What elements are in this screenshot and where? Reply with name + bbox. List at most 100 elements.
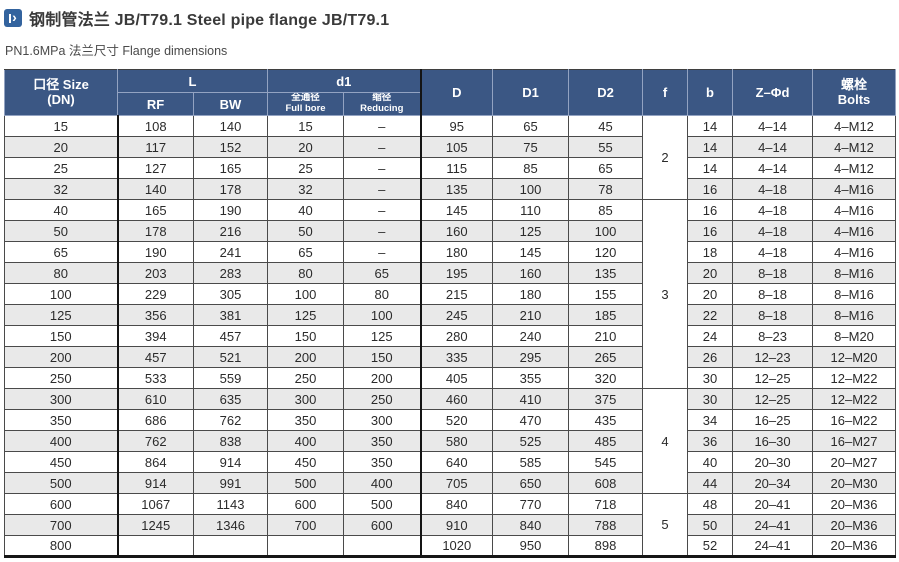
cell-D1: 100	[492, 178, 570, 200]
cell-f-group-5: 5	[642, 493, 689, 557]
cell-b: 34	[687, 409, 734, 431]
cell-b: 40	[687, 451, 734, 473]
cell-dn: 40	[4, 199, 118, 221]
cell-b: 36	[687, 430, 734, 452]
cell-f-group-3: 3	[642, 199, 689, 389]
cell-b: 18	[687, 241, 734, 263]
cell-reducing: 300	[343, 409, 422, 431]
cell-D1: 470	[492, 409, 570, 431]
cell-D2: 45	[568, 115, 644, 137]
chevron-right-icon: ›	[4, 9, 22, 27]
cell-bolts: 8–M20	[812, 325, 897, 347]
cell-full-bore: 20	[267, 136, 345, 158]
col-header-bolts: 螺栓 Bolts	[812, 69, 897, 116]
cell-bolts: 20–M36	[812, 493, 897, 515]
cell-b: 52	[687, 535, 734, 557]
cell-full-bore: 150	[267, 325, 345, 347]
cell-bw: 762	[192, 409, 269, 431]
col-header-d1: d1	[267, 69, 422, 93]
cell-D1: 525	[492, 430, 570, 452]
cell-full-bore: 25	[267, 157, 345, 179]
cell-bw: 152	[192, 136, 269, 158]
cell-reducing: 100	[343, 304, 422, 326]
cell-bw: 241	[192, 241, 269, 263]
cell-D2: 608	[568, 472, 644, 494]
cell-reducing: 65	[343, 262, 422, 284]
cell-bolts: 20–M36	[812, 535, 897, 557]
cell-z-phi-d: 8–18	[732, 283, 814, 305]
table-row: 50 178 216 50–160 125 100 16 4–18 4–M16	[4, 220, 897, 242]
cell-b: 30	[687, 367, 734, 389]
table-body: 15 108 140 15–95 65 45 2 14 4–14 4–M12 20 117 152 20–…	[4, 115, 897, 557]
cell-D1: 145	[492, 241, 570, 263]
cell-full-bore: 65	[267, 241, 345, 263]
cell-D2: 78	[568, 178, 644, 200]
cell-dn: 450	[4, 451, 118, 473]
cell-z-phi-d: 8–18	[732, 262, 814, 284]
cell-D: 180	[419, 241, 494, 263]
flange-dimensions-table: 口径 Size (DN) L d1 D D1 D2 f b Z–Φd 螺栓 Bo…	[4, 69, 897, 558]
cell-z-phi-d: 4–18	[732, 220, 814, 242]
cell-reducing: 80	[343, 283, 422, 305]
cell-D1: 650	[492, 472, 570, 494]
cell-full-bore	[267, 535, 345, 557]
cell-full-bore: 300	[267, 388, 345, 410]
cell-D2: 55	[568, 136, 644, 158]
table-row: 200 457 521 200 150 335 295 265 26 12–23 12–M20	[4, 346, 897, 368]
cell-reducing: –	[343, 220, 422, 242]
cell-D: 95	[419, 115, 494, 137]
cell-bolts: 4–M12	[812, 115, 897, 137]
cell-b: 26	[687, 346, 734, 368]
cell-D2: 100	[568, 220, 644, 242]
cell-D1: 410	[492, 388, 570, 410]
cell-rf: 394	[116, 325, 194, 347]
cell-bolts: 20–M36	[812, 514, 897, 536]
cell-rf: 686	[116, 409, 194, 431]
cell-bolts: 4–M16	[812, 178, 897, 200]
cell-bw: 457	[192, 325, 269, 347]
cell-D1: 180	[492, 283, 570, 305]
cell-dn: 50	[4, 220, 118, 242]
cell-D1: 585	[492, 451, 570, 473]
cell-rf: 762	[116, 430, 194, 452]
cell-bolts: 20–M30	[812, 472, 897, 494]
cell-bw: 165	[192, 157, 269, 179]
cell-bolts: 4–M12	[812, 136, 897, 158]
cell-D2: 65	[568, 157, 644, 179]
cell-D2: 718	[568, 493, 644, 515]
table-row: 700 1245 1346 700 600 910 840 788 50 24–41 20–M36	[4, 514, 897, 536]
cell-full-bore: 250	[267, 367, 345, 389]
cell-z-phi-d: 8–23	[732, 325, 814, 347]
cell-reducing: –	[343, 199, 422, 221]
table-row: 250 533 559 250 200 405 355 320 30 12–25 12–M22	[4, 367, 897, 389]
cell-bw	[192, 535, 269, 557]
cell-dn: 800	[4, 535, 118, 557]
cell-bolts: 12–M22	[812, 367, 897, 389]
cell-full-bore: 125	[267, 304, 345, 326]
table-row: 400 762 838 400 350 580 525 485 36 16–30 16–M27	[4, 430, 897, 452]
cell-bw: 559	[192, 367, 269, 389]
cell-dn: 300	[4, 388, 118, 410]
cell-bolts: 8–M16	[812, 283, 897, 305]
cell-rf: 610	[116, 388, 194, 410]
cell-rf: 1067	[116, 493, 194, 515]
cell-reducing: –	[343, 157, 422, 179]
cell-f-group-2: 2	[642, 115, 689, 200]
table-row: 125 356 381 125 100 245 210 185 22 8–18 8–M16	[4, 304, 897, 326]
cell-reducing	[343, 535, 422, 557]
cell-full-bore: 350	[267, 409, 345, 431]
cell-full-bore: 80	[267, 262, 345, 284]
cell-rf: 165	[116, 199, 194, 221]
cell-D: 335	[419, 346, 494, 368]
table-row: 40 165 190 40–145 110 85 3 16 4–18 4–M16	[4, 199, 897, 389]
cell-bw: 381	[192, 304, 269, 326]
cell-full-bore: 500	[267, 472, 345, 494]
cell-full-bore: 400	[267, 430, 345, 452]
col-header-L: L	[116, 69, 269, 93]
cell-dn: 700	[4, 514, 118, 536]
cell-rf: 229	[116, 283, 194, 305]
cell-bw: 838	[192, 430, 269, 452]
cell-D: 405	[419, 367, 494, 389]
cell-D1: 160	[492, 262, 570, 284]
cell-rf: 140	[116, 178, 194, 200]
